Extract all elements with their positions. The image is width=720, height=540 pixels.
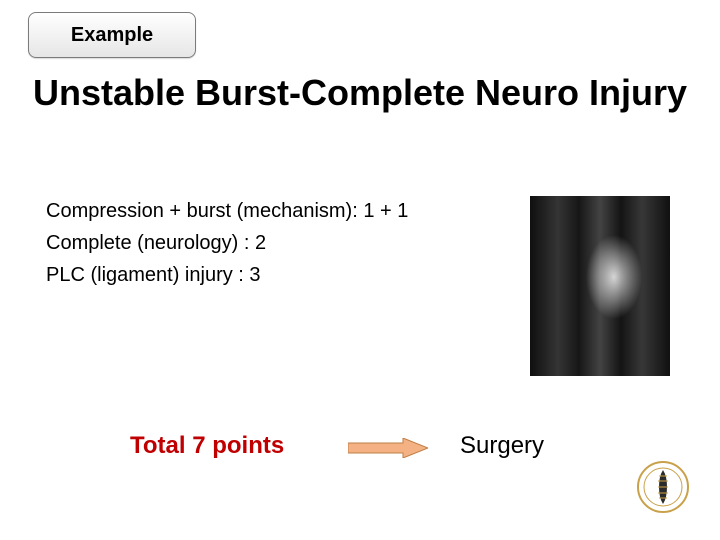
- mri-image: [530, 196, 670, 376]
- arrow-shape: [348, 438, 428, 458]
- example-badge: Example: [28, 12, 196, 58]
- bullet-item: Complete (neurology) : 2: [46, 228, 408, 258]
- outcome-label: Surgery: [460, 432, 544, 460]
- bullet-item: PLC (ligament) injury : 3: [46, 260, 408, 290]
- bullet-item: Compression + burst (mechanism): 1 + 1: [46, 196, 408, 226]
- slide: Example Unstable Burst-Complete Neuro In…: [0, 0, 720, 540]
- arrow-icon: [348, 438, 428, 458]
- society-logo-icon: [636, 460, 690, 514]
- bullet-list: Compression + burst (mechanism): 1 + 1 C…: [46, 196, 408, 292]
- example-badge-label: Example: [71, 24, 153, 47]
- total-points: Total 7 points: [130, 432, 284, 460]
- slide-title: Unstable Burst-Complete Neuro Injury: [0, 72, 720, 113]
